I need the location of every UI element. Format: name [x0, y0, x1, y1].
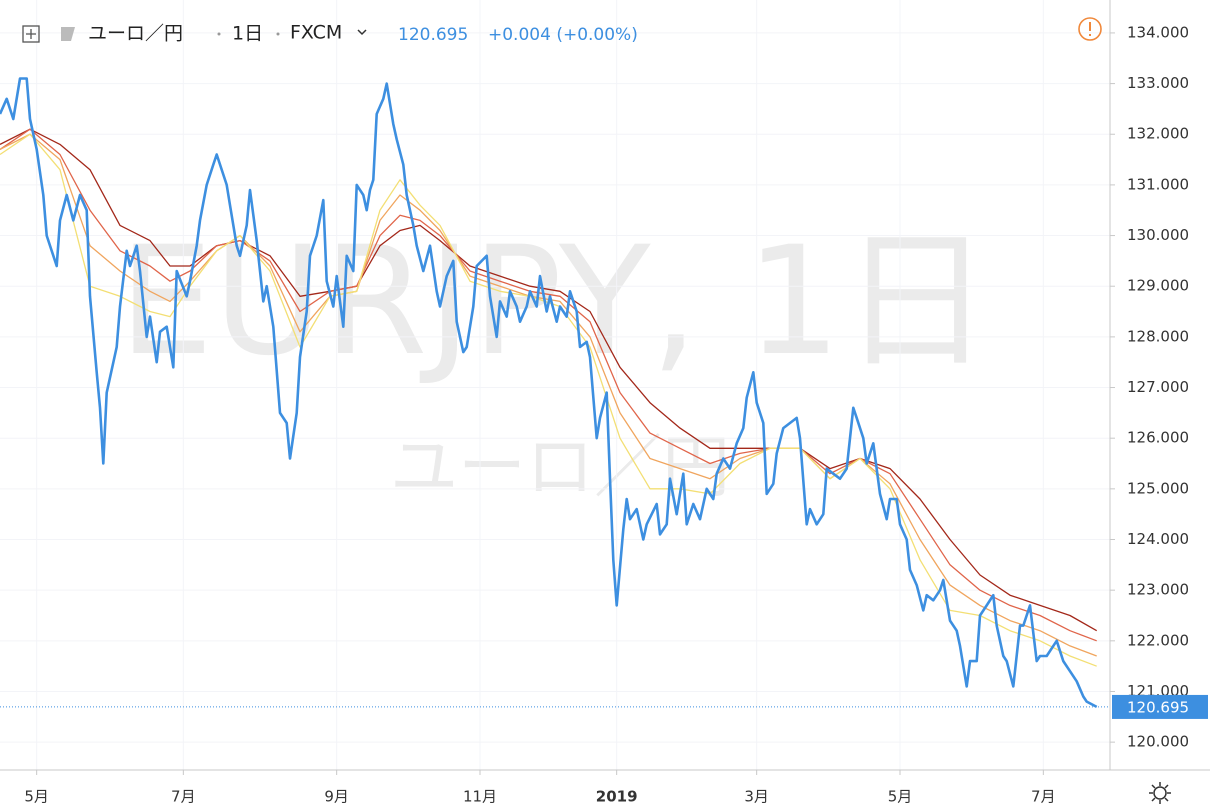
interval[interactable]: 1日 — [232, 23, 263, 45]
x-tick-label: 9月 — [324, 788, 349, 806]
plus-icon — [26, 29, 36, 39]
axes: 120.000121.000122.000123.000124.000125.0… — [24, 23, 1208, 806]
y-tick-label: 131.000 — [1127, 175, 1189, 193]
x-tick-label: 7月 — [1031, 788, 1056, 806]
y-tick-label: 127.000 — [1127, 378, 1189, 396]
y-tick-label: 130.000 — [1127, 226, 1189, 244]
series-line — [0, 77, 1098, 709]
separator — [217, 32, 221, 36]
x-tick-label: 7月 — [171, 788, 196, 806]
y-tick-label: 122.000 — [1127, 631, 1189, 649]
x-tick-label: 2019 — [596, 788, 638, 806]
x-tick-label: 5月 — [24, 788, 49, 806]
y-tick-label: 123.000 — [1127, 581, 1189, 599]
header: ユーロ／円 1日 FXCM 120.695 +0.004 (+0.00%) — [22, 17, 1102, 45]
symbol-icon — [61, 27, 75, 41]
separator — [276, 32, 280, 36]
alert-icon[interactable] — [1078, 17, 1102, 41]
plot-area — [0, 0, 1110, 770]
settings-icon[interactable] — [1149, 782, 1171, 804]
expand-icon[interactable] — [22, 25, 40, 43]
gear — [1153, 786, 1167, 800]
watermark-main: EURJPY, 1日 — [119, 215, 992, 389]
series-line — [0, 133, 1097, 657]
y-tick-label: 124.000 — [1127, 530, 1189, 548]
y-tick-label: 134.000 — [1127, 23, 1189, 41]
y-tick-label: 132.000 — [1127, 125, 1189, 143]
series-line — [0, 128, 1098, 632]
price-change: +0.004 (+0.00%) — [488, 25, 638, 45]
exchange[interactable]: FXCM — [290, 22, 342, 44]
y-tick-label: 133.000 — [1127, 74, 1189, 92]
y-tick-label: 126.000 — [1127, 429, 1189, 447]
dropdown-icon[interactable] — [357, 29, 367, 36]
x-tick-label: 11月 — [463, 788, 497, 806]
last-price: 120.695 — [398, 25, 468, 45]
y-tick-label: 120.000 — [1127, 733, 1189, 751]
last-price-box — [1112, 694, 1208, 719]
x-tick-label: 3月 — [744, 788, 769, 806]
y-tick-label: 129.000 — [1127, 277, 1189, 295]
last-price-label: 120.695 — [1127, 698, 1189, 716]
x-tick-label: 5月 — [888, 788, 913, 806]
y-tick-label: 125.000 — [1127, 479, 1189, 497]
symbol: ユーロ／円 — [88, 23, 183, 45]
y-tick-label: 128.000 — [1127, 327, 1189, 345]
gear-teeth — [1149, 782, 1171, 804]
series-line — [0, 133, 1097, 667]
